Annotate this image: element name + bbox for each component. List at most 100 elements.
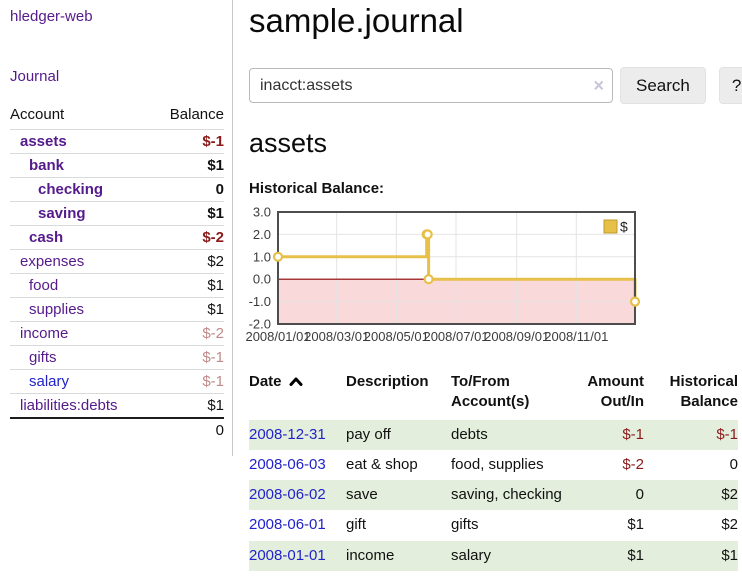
transaction-balance: $2 bbox=[721, 516, 738, 534]
transaction-accounts: gifts bbox=[451, 516, 479, 534]
transaction-row: 2008-06-01 gift gifts $1 $2 bbox=[249, 510, 738, 540]
main-content: sample.journal × Search ? assets Histori… bbox=[233, 0, 742, 571]
account-row: supplies $1 bbox=[10, 297, 224, 321]
transaction-row: 2008-12-31 pay off debts $-1 $-1 bbox=[249, 419, 738, 450]
transaction-date-link[interactable]: 2008-06-01 bbox=[249, 516, 326, 534]
account-balance: $2 bbox=[207, 253, 224, 270]
sidebar-item-journal[interactable]: Journal bbox=[10, 68, 60, 85]
account-row: assets $-1 bbox=[10, 129, 224, 153]
transaction-balance: 0 bbox=[729, 455, 738, 473]
account-row: expenses $2 bbox=[10, 249, 224, 273]
register-table: Date Description To/From Account(s) Amou… bbox=[249, 372, 738, 571]
account-row: income $-2 bbox=[10, 321, 224, 345]
transaction-balance: $-1 bbox=[652, 419, 738, 450]
accounts-total-value: 0 bbox=[215, 422, 224, 439]
transaction-date-cell: 2008-06-02 bbox=[249, 480, 346, 511]
search-input[interactable] bbox=[249, 68, 613, 103]
transaction-amount: 0 bbox=[583, 480, 652, 511]
account-row: saving $1 bbox=[10, 201, 224, 225]
account-link-supplies[interactable]: supplies bbox=[29, 301, 85, 318]
data-point-marker bbox=[422, 229, 433, 240]
y-axis-tick-label: -1.0 bbox=[249, 294, 271, 309]
x-axis-tick-label: 2008/09/01 bbox=[484, 329, 549, 344]
app-brand: hledger-web bbox=[10, 8, 224, 25]
transaction-date-link[interactable]: 2008-06-03 bbox=[249, 455, 326, 473]
accounts-column-header: To/From Account(s) bbox=[451, 373, 530, 411]
account-balance: $1 bbox=[207, 277, 224, 294]
transaction-description: save bbox=[346, 480, 451, 511]
y-axis-tick-label: 2.0 bbox=[253, 227, 271, 242]
account-link-saving[interactable]: saving bbox=[38, 205, 86, 222]
help-button[interactable]: ? bbox=[718, 67, 742, 104]
transaction-accounts: debts bbox=[451, 419, 583, 450]
transaction-date-cell: 2008-06-01 bbox=[249, 510, 346, 540]
x-axis-tick-label: 2008/05/01 bbox=[364, 329, 429, 344]
transaction-accounts: food, supplies bbox=[451, 455, 544, 473]
account-row: liabilities:debts $1 bbox=[10, 393, 224, 417]
transaction-date-link[interactable]: 2008-12-31 bbox=[249, 425, 326, 443]
account-link-gifts[interactable]: gifts bbox=[29, 349, 57, 366]
account-link-expenses[interactable]: expenses bbox=[20, 253, 85, 270]
account-link-checking[interactable]: checking bbox=[38, 181, 104, 198]
transaction-amount: $-2 bbox=[622, 455, 644, 473]
accounts-list: assets $-1 bank $1 checking 0 saving $1 cash $-2 e… bbox=[10, 129, 224, 417]
transaction-row: 2008-06-02 save saving, checking 0 $2 bbox=[249, 480, 738, 511]
transaction-date-cell: 2008-01-01 bbox=[249, 540, 346, 571]
account-column-header: Account bbox=[10, 106, 65, 123]
transaction-amount: $1 bbox=[627, 516, 644, 534]
account-balance: $-2 bbox=[202, 229, 224, 246]
account-row: gifts $-1 bbox=[10, 345, 224, 369]
account-link-food[interactable]: food bbox=[29, 277, 59, 294]
clear-search-icon[interactable]: × bbox=[593, 74, 604, 95]
plot-border bbox=[277, 211, 636, 325]
account-link-assets[interactable]: assets bbox=[20, 133, 67, 150]
transaction-amount: $1 bbox=[583, 540, 652, 571]
account-link-cash[interactable]: cash bbox=[29, 229, 64, 246]
account-balance: $-2 bbox=[202, 325, 224, 342]
register-header-row: Date Description To/From Account(s) Amou… bbox=[249, 372, 738, 420]
sort-ascending-icon bbox=[289, 373, 303, 393]
x-axis-tick-label: 2008/01/01 bbox=[245, 329, 310, 344]
y-axis-tick-label: -2.0 bbox=[249, 317, 271, 332]
balance-column-header: Balance bbox=[169, 106, 224, 123]
search-bar: × Search ? bbox=[249, 67, 742, 104]
data-point-marker bbox=[629, 296, 641, 307]
search-box: × bbox=[249, 68, 613, 103]
historical-balance-chart: 3.0 2.0 1.0 0.0 -1.0 -2.0 2008/01/01 2008/03/01… bbox=[245, 205, 742, 358]
transaction-accounts: salary bbox=[451, 540, 583, 571]
sidebar: hledger-web Journal Account Balance asse… bbox=[0, 0, 233, 456]
account-heading: assets bbox=[249, 128, 328, 158]
y-axis-tick-label: 0.0 bbox=[253, 272, 271, 287]
transaction-balance: $2 bbox=[652, 480, 738, 511]
description-column-header: Description bbox=[346, 373, 429, 390]
account-link-income[interactable]: income bbox=[20, 325, 69, 342]
transaction-row: 2008-06-03 eat & shop food, supplies $-2 0 bbox=[249, 450, 738, 480]
account-row: salary $-1 bbox=[10, 369, 224, 393]
account-row: cash $-2 bbox=[10, 225, 224, 249]
app-title-link[interactable]: hledger-web bbox=[10, 8, 93, 25]
transaction-date-link[interactable]: 2008-06-02 bbox=[249, 486, 326, 503]
date-column-header[interactable]: Date bbox=[249, 372, 346, 420]
account-balance: 0 bbox=[215, 181, 224, 198]
account-link-liabilities-debts[interactable]: liabilities:debts bbox=[20, 397, 118, 414]
transaction-amount: $-1 bbox=[583, 419, 652, 450]
transaction-description: pay off bbox=[346, 419, 451, 450]
account-link-salary[interactable]: salary bbox=[29, 373, 70, 390]
account-balance: $-1 bbox=[202, 373, 224, 390]
account-balance: $-1 bbox=[202, 133, 224, 150]
search-button[interactable]: Search bbox=[620, 67, 706, 104]
transaction-accounts: saving, checking bbox=[451, 480, 583, 511]
legend-swatch bbox=[603, 219, 618, 234]
page-title: sample.journal bbox=[249, 2, 464, 39]
legend-label: $ bbox=[620, 219, 628, 235]
account-balance: $1 bbox=[207, 301, 224, 318]
transaction-date-cell: 2008-12-31 bbox=[249, 419, 346, 450]
chart-heading: Historical Balance: bbox=[249, 180, 385, 197]
x-axis-tick-label: 2008/11/01 bbox=[544, 329, 608, 344]
account-row: checking 0 bbox=[10, 177, 224, 201]
data-point-marker bbox=[272, 251, 284, 262]
transaction-date-link[interactable]: 2008-01-01 bbox=[249, 546, 326, 564]
account-balance: $1 bbox=[207, 157, 224, 174]
account-link-bank[interactable]: bank bbox=[29, 157, 65, 174]
